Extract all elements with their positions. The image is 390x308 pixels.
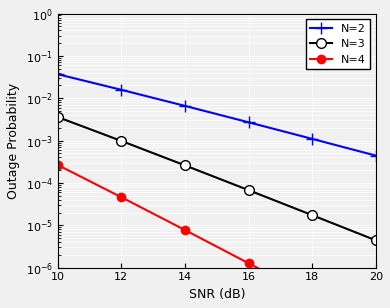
N=3 xyxy=(310,213,315,217)
Line: N=2: N=2 xyxy=(52,69,381,161)
N=3 xyxy=(374,238,378,242)
N=4 xyxy=(183,228,187,232)
N=2 xyxy=(183,104,187,108)
N=2 xyxy=(310,137,315,141)
N=2 xyxy=(374,154,378,157)
N=2 xyxy=(246,120,251,124)
N=4 xyxy=(55,163,60,167)
Y-axis label: Outage Probability: Outage Probability xyxy=(7,83,20,199)
Line: N=4: N=4 xyxy=(53,161,380,308)
N=4 xyxy=(310,295,315,299)
N=3 xyxy=(183,164,187,167)
N=2 xyxy=(119,88,124,92)
N=2 xyxy=(55,72,60,76)
N=3 xyxy=(55,115,60,119)
N=3 xyxy=(119,139,124,143)
N=4 xyxy=(119,195,124,199)
Legend: N=2, N=3, N=4: N=2, N=3, N=4 xyxy=(305,19,370,69)
N=4 xyxy=(246,261,251,265)
X-axis label: SNR (dB): SNR (dB) xyxy=(189,288,245,301)
Line: N=3: N=3 xyxy=(53,112,381,245)
N=3 xyxy=(246,188,251,192)
